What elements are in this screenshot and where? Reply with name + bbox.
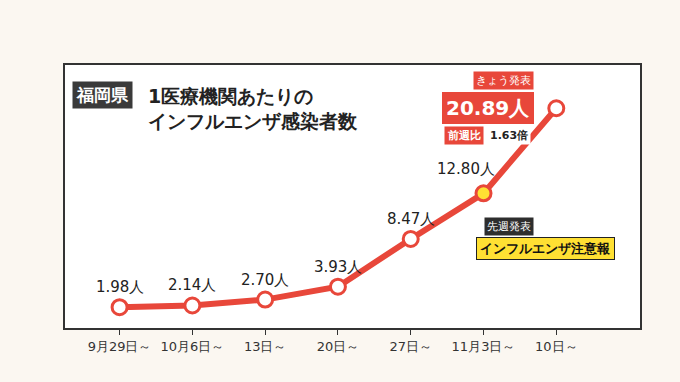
svg-text:1.63倍: 1.63倍 [490,129,528,142]
svg-text:8.47人: 8.47人 [387,210,435,228]
svg-text:3.93人: 3.93人 [314,258,362,276]
svg-text:10月6日～: 10月6日～ [160,339,224,354]
svg-text:20.89人: 20.89人 [446,96,530,120]
svg-text:1医療機関あたりのインフルエンザ感染者数: 1医療機関あたりのインフルエンザ感染者数 [148,85,358,132]
svg-text:きょう発表: きょう発表 [476,74,531,87]
svg-text:20日～: 20日～ [317,339,360,354]
svg-text:27日～: 27日～ [389,339,432,354]
svg-text:インフルエンザ注意報: インフルエンザ注意報 [480,241,611,256]
svg-text:13日～: 13日～ [244,339,287,354]
svg-text:1.98人: 1.98人 [96,278,144,296]
svg-text:2.70人: 2.70人 [241,271,289,289]
svg-text:11月3日～: 11月3日～ [452,339,516,354]
svg-text:12.80人: 12.80人 [437,160,495,178]
svg-text:福岡県: 福岡県 [76,85,129,105]
svg-text:前週比: 前週比 [447,129,481,142]
svg-text:先週発表: 先週発表 [487,220,531,233]
svg-text:9月29日～: 9月29日～ [88,339,152,354]
svg-text:10日～: 10日～ [535,339,578,354]
svg-text:2.14人: 2.14人 [168,276,216,294]
